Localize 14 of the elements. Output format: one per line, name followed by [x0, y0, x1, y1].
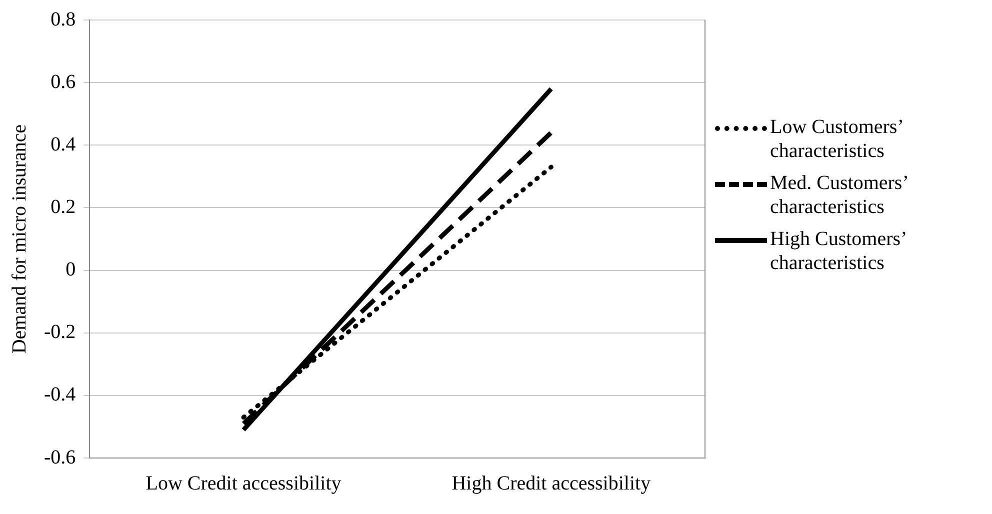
y-tick-label: 0.8 — [50, 8, 76, 30]
y-tick-label: 0.6 — [50, 70, 76, 93]
legend-label: Low Customers’ characteristics — [770, 115, 904, 163]
y-axis-title: Demand for micro insurance — [8, 124, 30, 354]
y-tick-label: 0.2 — [50, 196, 76, 218]
y-tick-label: -0.2 — [44, 321, 76, 344]
x-tick-label: High Credit accessibility — [452, 472, 651, 494]
legend-label: High Customers’ characteristics — [770, 227, 907, 275]
y-tick-label: -0.4 — [44, 384, 76, 406]
y-tick-label: -0.6 — [44, 446, 76, 468]
y-tick-label: 0.4 — [50, 133, 76, 156]
x-tick-label: Low Credit accessibility — [146, 472, 342, 494]
legend-label: Med. Customers’ characteristics — [770, 171, 908, 219]
y-tick-label: 0 — [66, 258, 76, 281]
